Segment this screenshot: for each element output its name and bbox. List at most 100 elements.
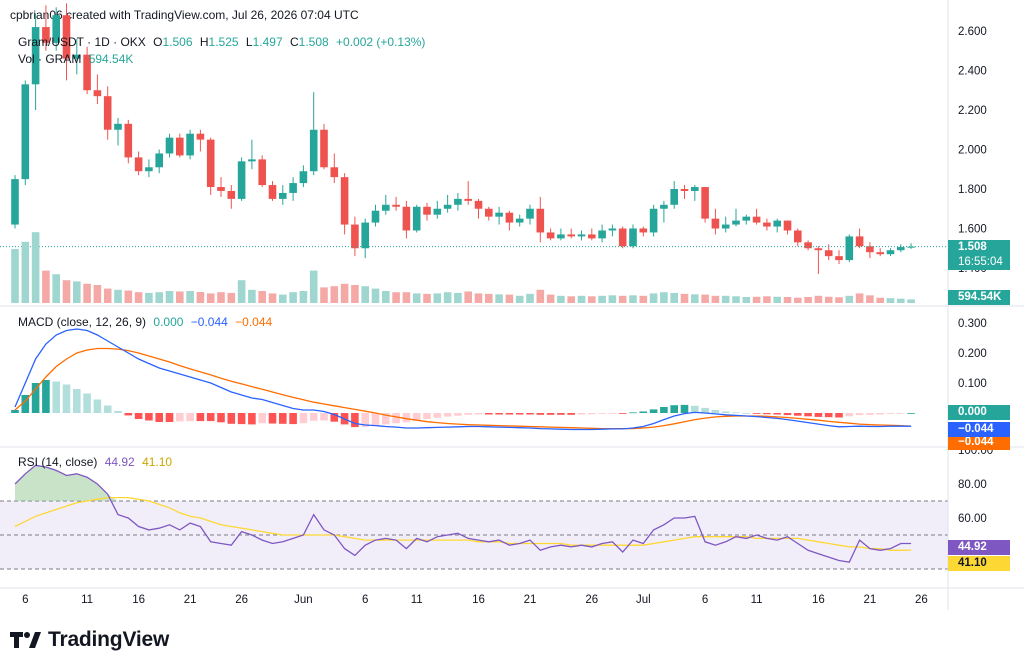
volume-bar	[557, 295, 565, 303]
volume-bar	[515, 295, 524, 303]
candle-body	[21, 84, 30, 180]
macd-histogram-bar	[629, 412, 637, 414]
macd-histogram-bar	[361, 413, 369, 427]
candle-body	[794, 230, 802, 243]
last-price-tag: 1.508	[948, 240, 1010, 255]
volume-bar	[371, 288, 380, 303]
volume-bar	[114, 289, 122, 303]
candle-body	[804, 242, 812, 249]
rsi-tick-label: 80.00	[958, 479, 987, 491]
macd-histogram-bar	[176, 413, 184, 422]
candle-body	[454, 198, 462, 205]
candle-body	[701, 187, 709, 219]
candle-body	[845, 236, 854, 261]
volume-bar	[835, 297, 843, 303]
macd-histogram-bar	[639, 411, 648, 413]
candle-body	[93, 90, 102, 97]
open-label: O	[153, 35, 163, 49]
volume-label[interactable]: Vol · GRAM	[18, 52, 82, 66]
volume-bar	[42, 270, 50, 303]
volume-bar	[701, 294, 709, 303]
volume-bar	[186, 291, 194, 303]
macd-histogram-bar	[217, 413, 225, 423]
macd-histogram-bar	[773, 413, 781, 415]
volume-bar	[227, 292, 236, 303]
candle-body	[711, 218, 720, 229]
macd-histogram-bar	[897, 413, 905, 414]
volume-bar	[392, 292, 400, 303]
macd-histogram-bar	[93, 399, 102, 413]
macd-histogram-bar	[855, 413, 864, 416]
candle-body	[691, 187, 699, 191]
volume-bar	[567, 296, 575, 303]
macd-histogram-bar	[42, 380, 50, 413]
macd-tick-label: 0.100	[958, 378, 987, 390]
macd-line	[14, 328, 912, 431]
volume-bar	[680, 293, 689, 303]
symbol-name[interactable]: Gram/USDT · 1D · OKX	[18, 35, 146, 49]
macd-histogram-bar	[721, 411, 730, 413]
volume-bar	[629, 295, 637, 303]
volume-bar	[206, 293, 215, 303]
macd-histogram-bar	[526, 413, 534, 415]
macd-histogram-bar	[196, 413, 205, 422]
candle-body	[680, 189, 689, 191]
candle-body	[464, 198, 472, 201]
volume-bar	[824, 296, 833, 303]
candle-body	[186, 133, 194, 156]
candle-body	[897, 247, 905, 251]
candle-body	[536, 208, 545, 233]
candle-body	[546, 232, 555, 239]
macd-histogram-bar	[155, 413, 163, 422]
macd-histogram-bar	[577, 413, 586, 415]
macd-histogram-bar	[289, 413, 297, 425]
candle-body	[557, 234, 565, 239]
volume-bar	[145, 292, 153, 303]
volume-bar	[134, 292, 143, 303]
candle-body	[629, 228, 637, 247]
change-value: +0.002 (+0.13%)	[336, 35, 426, 49]
macd-histogram-bar	[73, 389, 81, 413]
macd-histogram-bar	[814, 413, 823, 417]
volume-bar	[505, 294, 514, 303]
x-tick-label: 21	[864, 594, 877, 606]
macd-histogram-bar	[732, 412, 740, 414]
candle-body	[11, 179, 19, 225]
candle-body	[423, 206, 431, 215]
candle-body	[299, 171, 308, 184]
volume-bar	[73, 281, 81, 303]
candle-body	[721, 224, 730, 229]
x-tick-label: 6	[362, 594, 368, 606]
macd-legend: MACD (close, 12, 26, 9) 0.000 −0.044 −0.…	[18, 315, 276, 329]
macd-histogram-bar	[83, 393, 91, 413]
macd-histogram-bar	[701, 407, 709, 413]
volume-bar	[309, 270, 318, 303]
macd-title[interactable]: MACD (close, 12, 26, 9)	[18, 315, 147, 329]
candle-body	[763, 222, 771, 227]
x-tick-label: 11	[411, 594, 423, 606]
macd-histogram-bar	[505, 413, 514, 415]
x-tick-label: 11	[81, 594, 93, 606]
volume-legend-value: 594.54K	[88, 52, 134, 66]
candle-body	[237, 161, 246, 199]
x-tick-label: 21	[524, 594, 537, 606]
macd-histogram-bar	[691, 405, 699, 413]
candle-body	[412, 206, 421, 231]
rsi-title[interactable]: RSI (14, close)	[18, 455, 98, 469]
candle-body	[577, 234, 586, 237]
price-tick-label: 1.800	[958, 184, 987, 196]
macd-histogram-bar	[742, 413, 751, 414]
candle-body	[31, 27, 40, 85]
volume-bar	[103, 288, 112, 303]
x-tick-label: 16	[812, 594, 825, 606]
macd-histogram-bar	[680, 404, 689, 413]
volume-bar	[155, 292, 163, 303]
rsi-line	[14, 464, 912, 563]
chart-credit: cpbrian06 created with TradingView.com, …	[10, 8, 359, 22]
macd-histogram-bar	[567, 413, 575, 415]
volume-bar	[299, 291, 308, 303]
macd-histogram-bar	[299, 413, 308, 424]
tradingview-logo[interactable]: TradingView	[10, 628, 169, 652]
volume-bar	[711, 295, 720, 303]
